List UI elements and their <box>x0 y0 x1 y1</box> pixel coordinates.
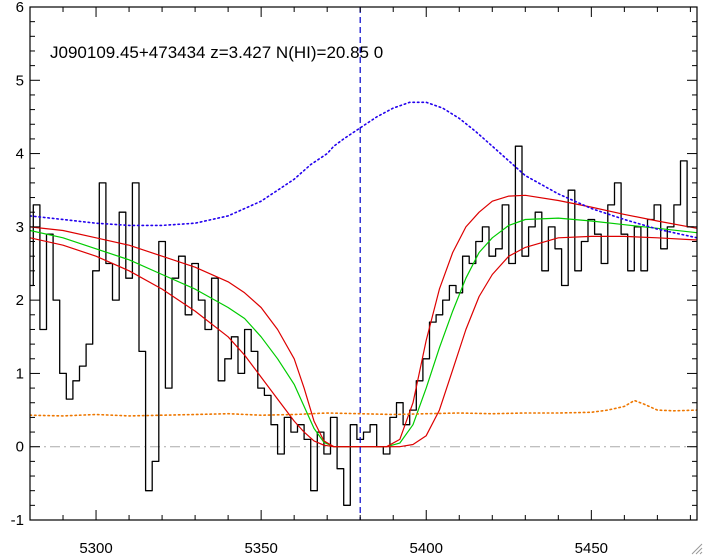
axes: 5300 5350 5400 5450 -1 0 1 2 3 4 5 6 <box>11 0 698 556</box>
x-tick-label: 5450 <box>575 540 608 556</box>
continuum-series-line <box>30 101 697 239</box>
x-tick-label: 5350 <box>244 540 277 556</box>
y-tick-label: 2 <box>16 292 24 309</box>
y-tick-label: 1 <box>16 365 24 382</box>
chart-title: J090109.45+473434 z=3.427 N(HI)=20.85 0 <box>50 43 383 62</box>
y-tick-label: 6 <box>16 0 24 16</box>
plot-frame <box>29 6 698 521</box>
error-series-line <box>30 399 697 417</box>
resize-grip-icon <box>691 543 703 555</box>
y-tick-label: 3 <box>16 219 24 236</box>
y-tick-label: 4 <box>16 146 24 163</box>
fit_upper-series-line <box>30 194 697 448</box>
x-tick-label: 5300 <box>79 540 112 556</box>
y-tick-label: 0 <box>16 439 24 456</box>
fit_best-series-line <box>30 217 697 448</box>
fit_lower-series-line <box>30 235 697 448</box>
plot-area <box>30 7 697 520</box>
y-tick-label: 5 <box>16 72 24 89</box>
x-tick-label: 5400 <box>410 540 443 556</box>
y-tick-label: -1 <box>11 512 24 529</box>
